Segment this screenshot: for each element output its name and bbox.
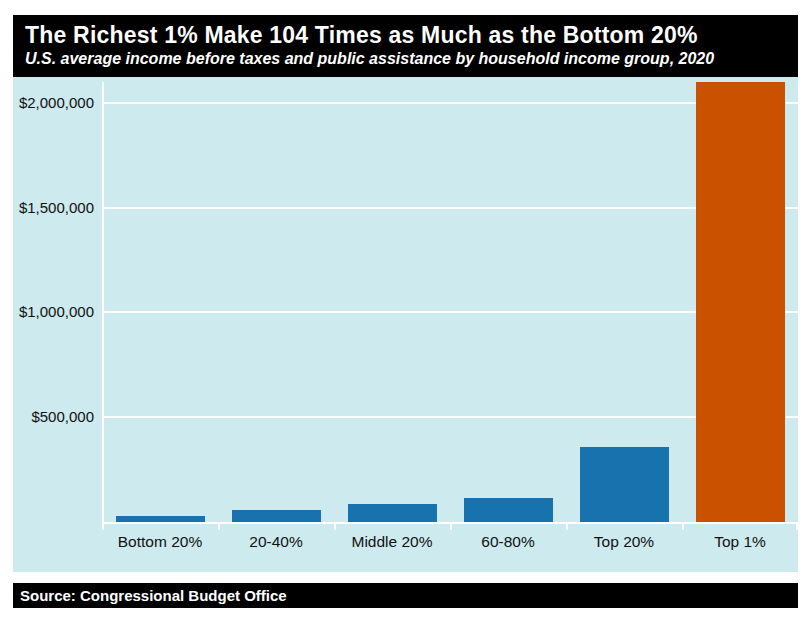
- chart-header: The Richest 1% Make 104 Times as Much as…: [13, 15, 798, 77]
- bar-middle-20-: [348, 504, 437, 522]
- y-gridline: [102, 311, 798, 313]
- x-axis-tick-mark: [334, 524, 336, 530]
- chart-subtitle: U.S. average income before taxes and pub…: [25, 49, 798, 69]
- x-tick-label: Middle 20%: [334, 533, 450, 551]
- y-axis-line: [102, 82, 104, 524]
- x-tick-label: Top 20%: [566, 533, 682, 551]
- x-axis-tick-mark: [450, 524, 452, 530]
- bar-bottom-20-: [116, 516, 205, 522]
- x-axis-tick-mark: [102, 524, 104, 530]
- x-axis-tick-mark: [566, 524, 568, 530]
- y-gridline: [102, 102, 798, 104]
- plot-area: $500,000 $1,000,000 $1,500,000 $2,000,000 B…: [13, 77, 798, 572]
- bar-20-40-: [232, 510, 321, 522]
- y-tick-label: $1,000,000: [13, 304, 94, 320]
- x-axis-tick-mark: [796, 524, 798, 530]
- source-note: Source: Congressional Budget Office: [13, 583, 798, 608]
- chart-title: The Richest 1% Make 104 Times as Much as…: [25, 21, 798, 49]
- x-tick-label: 20-40%: [218, 533, 334, 551]
- x-tick-label: Bottom 20%: [102, 533, 218, 551]
- x-tick-label: 60-80%: [450, 533, 566, 551]
- y-tick-label: $2,000,000: [13, 95, 94, 111]
- bar-top-1-: [696, 82, 785, 522]
- y-gridline: [102, 416, 798, 418]
- bar-60-80-: [464, 498, 553, 522]
- chart-figure: The Richest 1% Make 104 Times as Much as…: [0, 0, 811, 624]
- bar-top-20-: [580, 447, 669, 522]
- x-axis-tick-mark: [682, 524, 684, 530]
- axes: Bottom 20%20-40%Middle 20%60-80%Top 20%T…: [102, 82, 798, 522]
- y-tick-label: $500,000: [13, 409, 94, 425]
- x-axis-tick-mark: [218, 524, 220, 530]
- y-gridline: [102, 207, 798, 209]
- y-tick-label: $1,500,000: [13, 200, 94, 216]
- x-tick-label: Top 1%: [682, 533, 798, 551]
